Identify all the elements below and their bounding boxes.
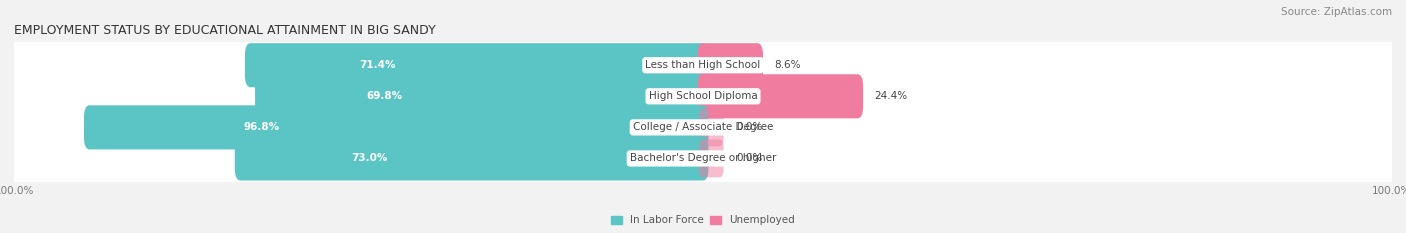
FancyBboxPatch shape — [699, 140, 724, 177]
FancyBboxPatch shape — [84, 105, 709, 149]
Text: 73.0%: 73.0% — [352, 154, 388, 163]
FancyBboxPatch shape — [235, 136, 709, 181]
Text: 0.0%: 0.0% — [737, 154, 762, 163]
Text: High School Diploma: High School Diploma — [648, 91, 758, 101]
Text: 24.4%: 24.4% — [875, 91, 907, 101]
FancyBboxPatch shape — [699, 108, 724, 146]
Text: Bachelor's Degree or higher: Bachelor's Degree or higher — [630, 154, 776, 163]
FancyBboxPatch shape — [697, 43, 763, 87]
FancyBboxPatch shape — [10, 62, 1396, 131]
Text: 71.4%: 71.4% — [359, 60, 395, 70]
FancyBboxPatch shape — [10, 93, 1396, 162]
Legend: In Labor Force, Unemployed: In Labor Force, Unemployed — [612, 216, 794, 226]
Text: 8.6%: 8.6% — [775, 60, 800, 70]
Text: Source: ZipAtlas.com: Source: ZipAtlas.com — [1281, 7, 1392, 17]
Text: 0.0%: 0.0% — [737, 122, 762, 132]
FancyBboxPatch shape — [10, 124, 1396, 193]
Text: College / Associate Degree: College / Associate Degree — [633, 122, 773, 132]
Text: 69.8%: 69.8% — [367, 91, 402, 101]
Text: EMPLOYMENT STATUS BY EDUCATIONAL ATTAINMENT IN BIG SANDY: EMPLOYMENT STATUS BY EDUCATIONAL ATTAINM… — [14, 24, 436, 37]
FancyBboxPatch shape — [10, 31, 1396, 100]
FancyBboxPatch shape — [245, 43, 709, 87]
FancyBboxPatch shape — [254, 74, 709, 118]
FancyBboxPatch shape — [697, 74, 863, 118]
Text: 96.8%: 96.8% — [243, 122, 280, 132]
Text: Less than High School: Less than High School — [645, 60, 761, 70]
